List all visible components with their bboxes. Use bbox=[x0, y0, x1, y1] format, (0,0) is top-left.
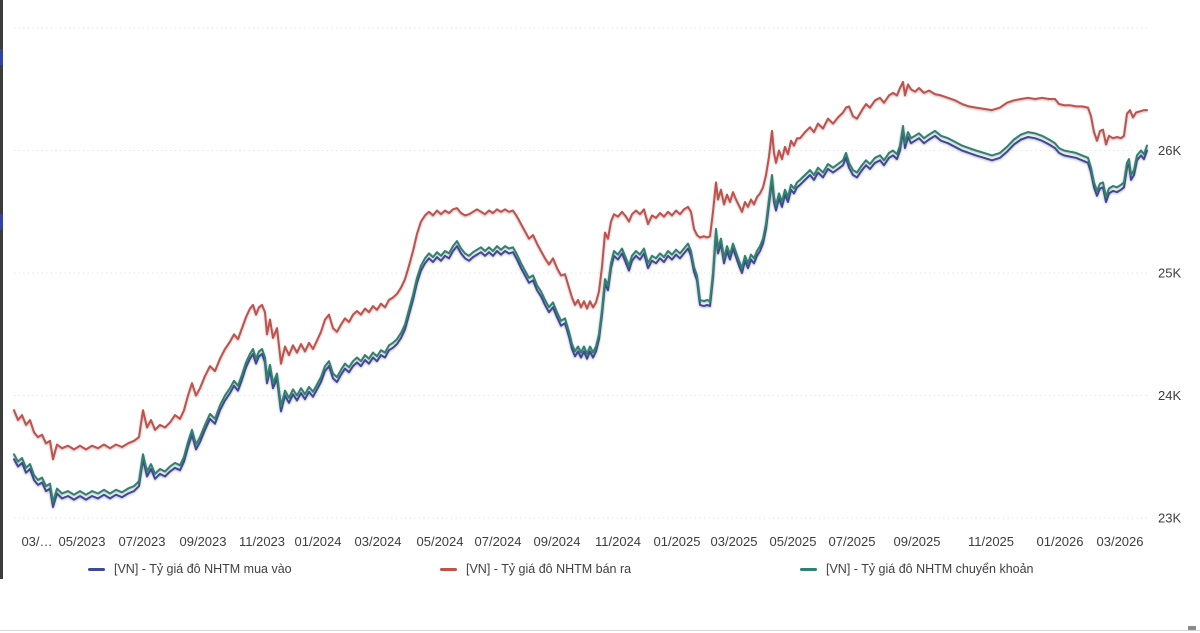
x-tick-label: 11/2024 bbox=[595, 534, 641, 549]
x-tick-label: 07/2024 bbox=[475, 534, 522, 549]
legend-item-ban-ra[interactable]: [VN] - Tỷ giá đô NHTM bán ra bbox=[440, 558, 631, 580]
y-tick-label: 26K bbox=[1158, 143, 1181, 158]
y-tick-label: 24K bbox=[1158, 388, 1181, 403]
legend-item-mua-vao[interactable]: [VN] - Tỷ giá đô NHTM mua vào bbox=[88, 558, 292, 580]
y-tick-label: 25K bbox=[1158, 266, 1181, 281]
x-tick-label: 03/2025 bbox=[711, 534, 758, 549]
x-tick-label: 01/2025 bbox=[654, 534, 701, 549]
legend-item-chuyen-khoan[interactable]: [VN] - Tỷ giá đô NHTM chuyển khoản bbox=[800, 558, 1034, 580]
series-line-1 bbox=[13, 80, 1148, 461]
series-line-2 bbox=[13, 125, 1148, 504]
x-tick-label: 01/2024 bbox=[295, 534, 342, 549]
chart-legend: [VN] - Tỷ giá đô NHTM mua vào [VN] - Tỷ … bbox=[0, 558, 1200, 580]
legend-dash-red-icon bbox=[440, 567, 457, 571]
legend-dash-blue-icon bbox=[88, 567, 105, 571]
legend-label-ban-ra: [VN] - Tỷ giá đô NHTM bán ra bbox=[466, 562, 632, 576]
edge-marker-bottom bbox=[0, 214, 3, 230]
legend-label-mua-vao: [VN] - Tỷ giá đô NHTM mua vào bbox=[114, 562, 292, 576]
y-tick-label: 23K bbox=[1158, 511, 1181, 526]
x-tick-label: 05/2025 bbox=[770, 534, 817, 549]
x-tick-label: 01/2026 bbox=[1037, 534, 1084, 549]
x-tick-label: 03/2024 bbox=[355, 534, 402, 549]
x-tick-label: 09/2024 bbox=[534, 534, 581, 549]
x-tick-label: 11/2025 bbox=[968, 534, 1014, 549]
x-tick-label: 05/2023 bbox=[59, 534, 106, 549]
x-tick-label: 03/… bbox=[21, 534, 52, 549]
x-tick-label: 05/2024 bbox=[417, 534, 464, 549]
window-bottom-border bbox=[0, 630, 1200, 631]
legend-label-chuyen-khoan: [VN] - Tỷ giá đô NHTM chuyển khoản bbox=[826, 562, 1034, 576]
x-tick-label: 03/2026 bbox=[1097, 534, 1144, 549]
series-line-0 bbox=[13, 129, 1148, 508]
x-tick-label: 07/2025 bbox=[829, 534, 876, 549]
x-tick-label: 07/2023 bbox=[119, 534, 166, 549]
legend-dash-teal-icon bbox=[800, 567, 817, 571]
edge-marker-top bbox=[0, 49, 3, 65]
x-tick-label: 11/2023 bbox=[239, 534, 285, 549]
window-resize-tick bbox=[1188, 626, 1196, 630]
x-tick-label: 09/2023 bbox=[180, 534, 227, 549]
x-tick-label: 09/2025 bbox=[894, 534, 941, 549]
window-edge-bar bbox=[0, 0, 3, 579]
